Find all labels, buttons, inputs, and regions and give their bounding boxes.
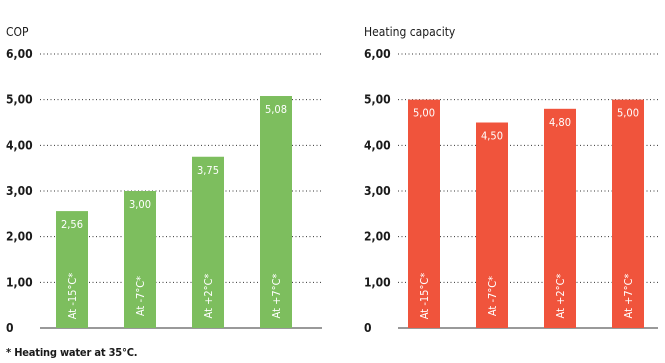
panel1-data-label: 3,00	[129, 198, 151, 211]
panel2-data-label: 4,50	[481, 130, 503, 143]
panel1-y-tick-label: 1,00	[6, 275, 33, 289]
panel2-bar	[476, 122, 508, 328]
panel1-bar	[260, 96, 292, 328]
panel1-category-label: At +2°C*	[202, 273, 215, 318]
panel1-data-label: 5,08	[265, 103, 287, 116]
panel2-y-tick-label: 0	[364, 321, 372, 335]
panel1-y-tick-label: 4,00	[6, 138, 33, 152]
panel1-y-tick-label: 6,00	[6, 47, 33, 61]
panel2-title: Heating capacity	[364, 25, 456, 39]
panel1-category-label: At -15°C*	[66, 273, 79, 320]
panel2-category-label: At +7°C*	[622, 273, 635, 318]
panel2-category-label: At +2°C*	[554, 273, 567, 318]
panel1-y-tick-label: 5,00	[6, 93, 33, 107]
panel1-data-label: 3,75	[197, 164, 219, 177]
panel2-bar	[612, 99, 644, 329]
panel1-bar	[56, 211, 88, 328]
panel1-y-tick-label: 3,00	[6, 184, 33, 198]
panel2-bar	[544, 108, 576, 328]
panel1-title: COP	[6, 25, 29, 39]
panel2-category-label: At -7°C*	[486, 276, 499, 316]
panel2-data-label: 4,80	[549, 116, 571, 129]
panel1-bar	[124, 191, 156, 328]
panel1-data-label: 2,56	[61, 218, 83, 231]
footnote: * Heating water at 35°C.	[6, 346, 138, 359]
panel2-y-tick-label: 4,00	[364, 138, 391, 152]
panel1-y-tick-label: 0	[6, 321, 14, 335]
panel2-category-label: At -15°C*	[418, 273, 431, 320]
panel2-y-tick-label: 6,00	[364, 47, 391, 61]
panel2-y-tick-label: 1,00	[364, 275, 391, 289]
panel2-data-label: 5,00	[413, 107, 435, 120]
panel2-data-label: 5,00	[617, 107, 639, 120]
panel2-y-tick-label: 2,00	[364, 230, 391, 244]
panel2-y-tick-label: 5,00	[364, 93, 391, 107]
panel1-category-label: At -7°C*	[134, 276, 147, 316]
panel2-bar	[408, 99, 440, 329]
panel2-y-tick-label: 3,00	[364, 184, 391, 198]
panel1-bar	[192, 156, 224, 328]
panel1-y-tick-label: 2,00	[6, 230, 33, 244]
panel1-category-label: At +7°C*	[270, 273, 283, 318]
